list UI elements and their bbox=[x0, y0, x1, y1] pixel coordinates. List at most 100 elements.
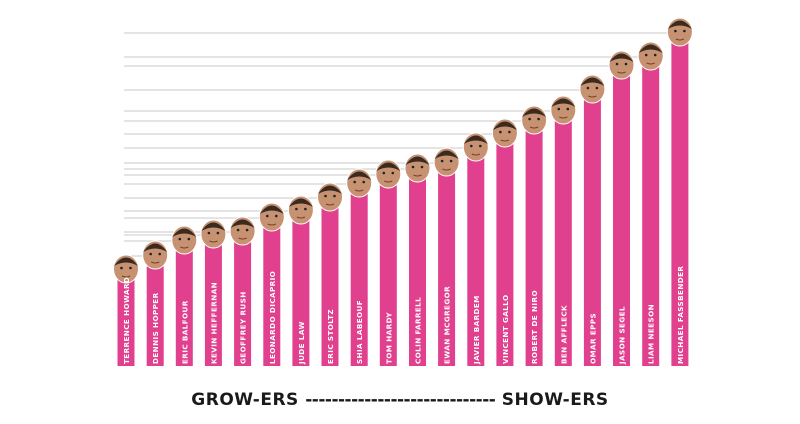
mouth bbox=[529, 126, 539, 129]
bar-label: OMAR EPPS bbox=[588, 313, 597, 364]
bar bbox=[496, 134, 514, 366]
bar bbox=[467, 148, 485, 366]
mouth bbox=[559, 116, 568, 119]
bar-label: COLIN FARRELL bbox=[414, 297, 423, 364]
eye bbox=[187, 237, 191, 241]
eye bbox=[236, 228, 240, 232]
hair bbox=[580, 77, 605, 86]
mouth bbox=[296, 216, 306, 219]
mouth bbox=[150, 261, 160, 264]
bar-label: JASON SEGEL bbox=[618, 306, 627, 365]
eye bbox=[304, 207, 307, 211]
eye bbox=[382, 171, 386, 175]
eye bbox=[411, 165, 415, 169]
mouth bbox=[209, 240, 218, 243]
eye bbox=[420, 165, 424, 169]
mouth bbox=[354, 189, 364, 192]
eye bbox=[566, 107, 570, 111]
hair bbox=[609, 53, 634, 62]
hair bbox=[143, 243, 168, 252]
hair bbox=[463, 135, 488, 144]
bar bbox=[613, 66, 630, 366]
eye bbox=[644, 53, 648, 57]
eye bbox=[362, 180, 366, 184]
head-marker bbox=[375, 159, 402, 189]
eye bbox=[158, 252, 161, 256]
eye bbox=[266, 214, 269, 218]
head-marker bbox=[200, 219, 227, 249]
mouth bbox=[325, 203, 335, 206]
hair bbox=[114, 257, 138, 266]
eye bbox=[333, 194, 336, 198]
eye bbox=[391, 171, 395, 175]
eye bbox=[624, 62, 628, 66]
eye bbox=[324, 194, 327, 198]
mouth bbox=[588, 95, 597, 98]
head-marker bbox=[433, 147, 460, 177]
eye bbox=[120, 266, 123, 270]
eye bbox=[557, 107, 561, 111]
head-marker bbox=[521, 105, 548, 135]
hair bbox=[376, 162, 401, 171]
head-marker bbox=[608, 50, 635, 80]
mouth bbox=[442, 168, 451, 171]
eye bbox=[440, 159, 444, 163]
mouth bbox=[238, 237, 247, 240]
bar bbox=[175, 241, 193, 366]
hair bbox=[172, 228, 197, 237]
grid-lines bbox=[124, 32, 680, 271]
mouth bbox=[646, 62, 655, 65]
mouth bbox=[413, 174, 422, 177]
mouth bbox=[384, 180, 393, 183]
hair bbox=[259, 205, 284, 214]
mouth bbox=[500, 139, 510, 142]
eye bbox=[245, 228, 249, 232]
head-marker bbox=[404, 153, 431, 183]
hair bbox=[230, 219, 255, 228]
bar-label: SHIA LABEOUF bbox=[355, 300, 364, 364]
eye bbox=[470, 144, 473, 148]
bar bbox=[583, 90, 601, 366]
bar-label: KEVIN HEFFERNAN bbox=[209, 282, 218, 364]
bar bbox=[117, 270, 135, 366]
hair bbox=[288, 198, 313, 207]
eye bbox=[537, 117, 540, 121]
bar bbox=[350, 184, 368, 366]
mouth bbox=[617, 71, 626, 74]
head-marker bbox=[637, 41, 664, 71]
head-marker bbox=[462, 132, 489, 162]
bar-label: ERIC BALFOUR bbox=[180, 300, 189, 364]
eye bbox=[683, 29, 686, 33]
head-marker bbox=[287, 195, 314, 225]
eye bbox=[508, 130, 511, 134]
eye bbox=[449, 159, 453, 163]
eye bbox=[353, 180, 357, 184]
bar-label: MICHAEL FASSBENDER bbox=[676, 266, 685, 364]
head-marker bbox=[579, 74, 606, 104]
eye bbox=[479, 144, 482, 148]
chart-footer: GROW-ERS ----------------------------- S… bbox=[0, 390, 800, 410]
eye bbox=[499, 130, 502, 134]
eye bbox=[129, 266, 132, 270]
bar bbox=[409, 169, 426, 366]
bar-label: EWAN MCGREGOR bbox=[443, 286, 452, 364]
eye bbox=[653, 53, 657, 57]
mouth bbox=[267, 223, 277, 226]
bar-label: JUDE LAW bbox=[297, 321, 306, 365]
bar-label: TOM HARDY bbox=[384, 312, 393, 364]
bar bbox=[292, 211, 310, 366]
bar bbox=[438, 163, 456, 366]
bar bbox=[671, 33, 689, 366]
bar-label: LEONARDO DICAPRIO bbox=[268, 271, 277, 364]
eye bbox=[275, 214, 278, 218]
bar-label: VINCENT GALLO bbox=[501, 294, 510, 364]
bar bbox=[525, 121, 543, 366]
head-marker bbox=[229, 216, 256, 246]
bar bbox=[379, 175, 397, 366]
head-marker bbox=[171, 225, 198, 255]
head-marker bbox=[142, 240, 169, 270]
eye bbox=[216, 231, 220, 235]
eye bbox=[149, 252, 152, 256]
